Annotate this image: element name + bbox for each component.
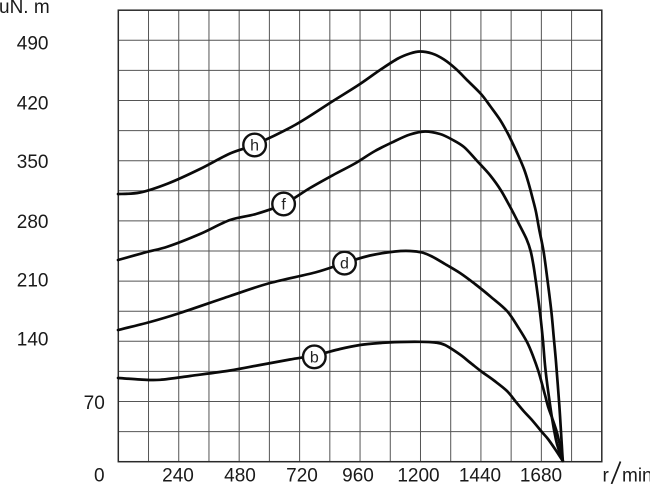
svg-text:70: 70: [84, 393, 105, 414]
svg-text:d: d: [340, 256, 349, 273]
svg-text:0: 0: [94, 465, 105, 484]
svg-text:720: 720: [286, 465, 318, 484]
svg-text:min: min: [622, 465, 650, 484]
svg-text:140: 140: [17, 329, 49, 350]
svg-text:f: f: [281, 197, 286, 214]
svg-text:r: r: [603, 465, 610, 484]
svg-text:280: 280: [17, 212, 49, 233]
svg-text:b: b: [310, 349, 319, 366]
svg-text:480: 480: [224, 465, 256, 484]
svg-text:210: 210: [17, 271, 49, 292]
svg-text:490: 490: [17, 33, 49, 54]
svg-text:420: 420: [17, 93, 49, 114]
svg-text:350: 350: [17, 152, 49, 173]
svg-text:1440: 1440: [459, 465, 501, 484]
svg-text:h: h: [250, 138, 259, 155]
svg-text:1200: 1200: [397, 465, 439, 484]
svg-text:960: 960: [342, 465, 374, 484]
svg-text:1680: 1680: [520, 465, 562, 484]
svg-text:uN. m: uN. m: [0, 0, 50, 18]
svg-text:240: 240: [162, 465, 194, 484]
